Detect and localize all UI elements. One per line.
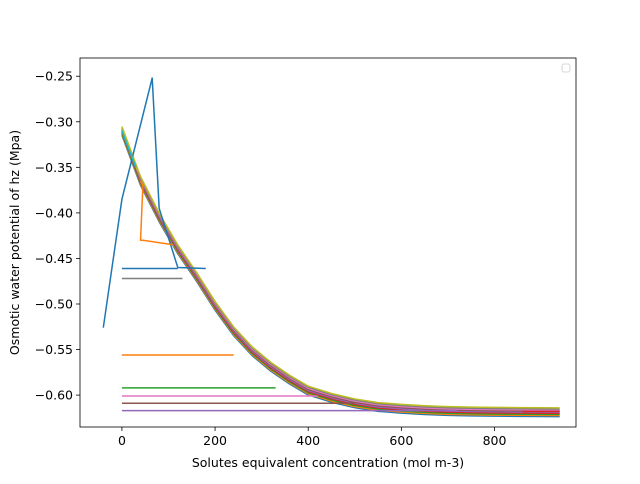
y-axis-label: Osmotic water potential of hz (Mpa) — [7, 130, 22, 355]
x-tick-label: 0 — [118, 433, 126, 448]
series-line-2 — [139, 180, 174, 246]
curve-series-1 — [121, 133, 560, 417]
y-tick-label: −0.45 — [35, 251, 73, 266]
legend-box — [561, 63, 571, 73]
curve-series-3 — [121, 131, 560, 415]
curve-series-0 — [121, 135, 560, 418]
y-tick-label: −0.40 — [35, 205, 73, 220]
x-tick-label: 800 — [483, 433, 507, 448]
y-axis-ticks: −0.25 −0.30 −0.35 −0.40 −0.45 −0.50 −0.55 −0.60 — [35, 69, 80, 403]
y-tick-label: −0.60 — [35, 388, 73, 403]
y-tick-label: −0.25 — [35, 69, 73, 84]
series-line-0 — [102, 77, 206, 328]
series-layer — [102, 77, 560, 418]
axes-frame — [79, 57, 577, 428]
curve-series-5 — [121, 129, 560, 412]
x-axis-ticks: 0 200 400 600 800 — [118, 427, 507, 448]
series-line-11 — [121, 130, 137, 168]
x-tick-label: 400 — [296, 433, 320, 448]
x-tick-label: 200 — [203, 433, 227, 448]
y-tick-label: −0.30 — [35, 114, 73, 129]
x-axis-label: Solutes equivalent concentration (mol m-… — [192, 455, 464, 470]
curve-series-8 — [121, 126, 560, 409]
x-tick-label: 600 — [389, 433, 413, 448]
y-tick-label: −0.55 — [35, 342, 73, 357]
curve-series-4 — [121, 130, 560, 413]
y-tick-label: −0.35 — [35, 160, 73, 175]
curve-series-2 — [121, 132, 560, 416]
y-tick-label: −0.50 — [35, 297, 73, 312]
